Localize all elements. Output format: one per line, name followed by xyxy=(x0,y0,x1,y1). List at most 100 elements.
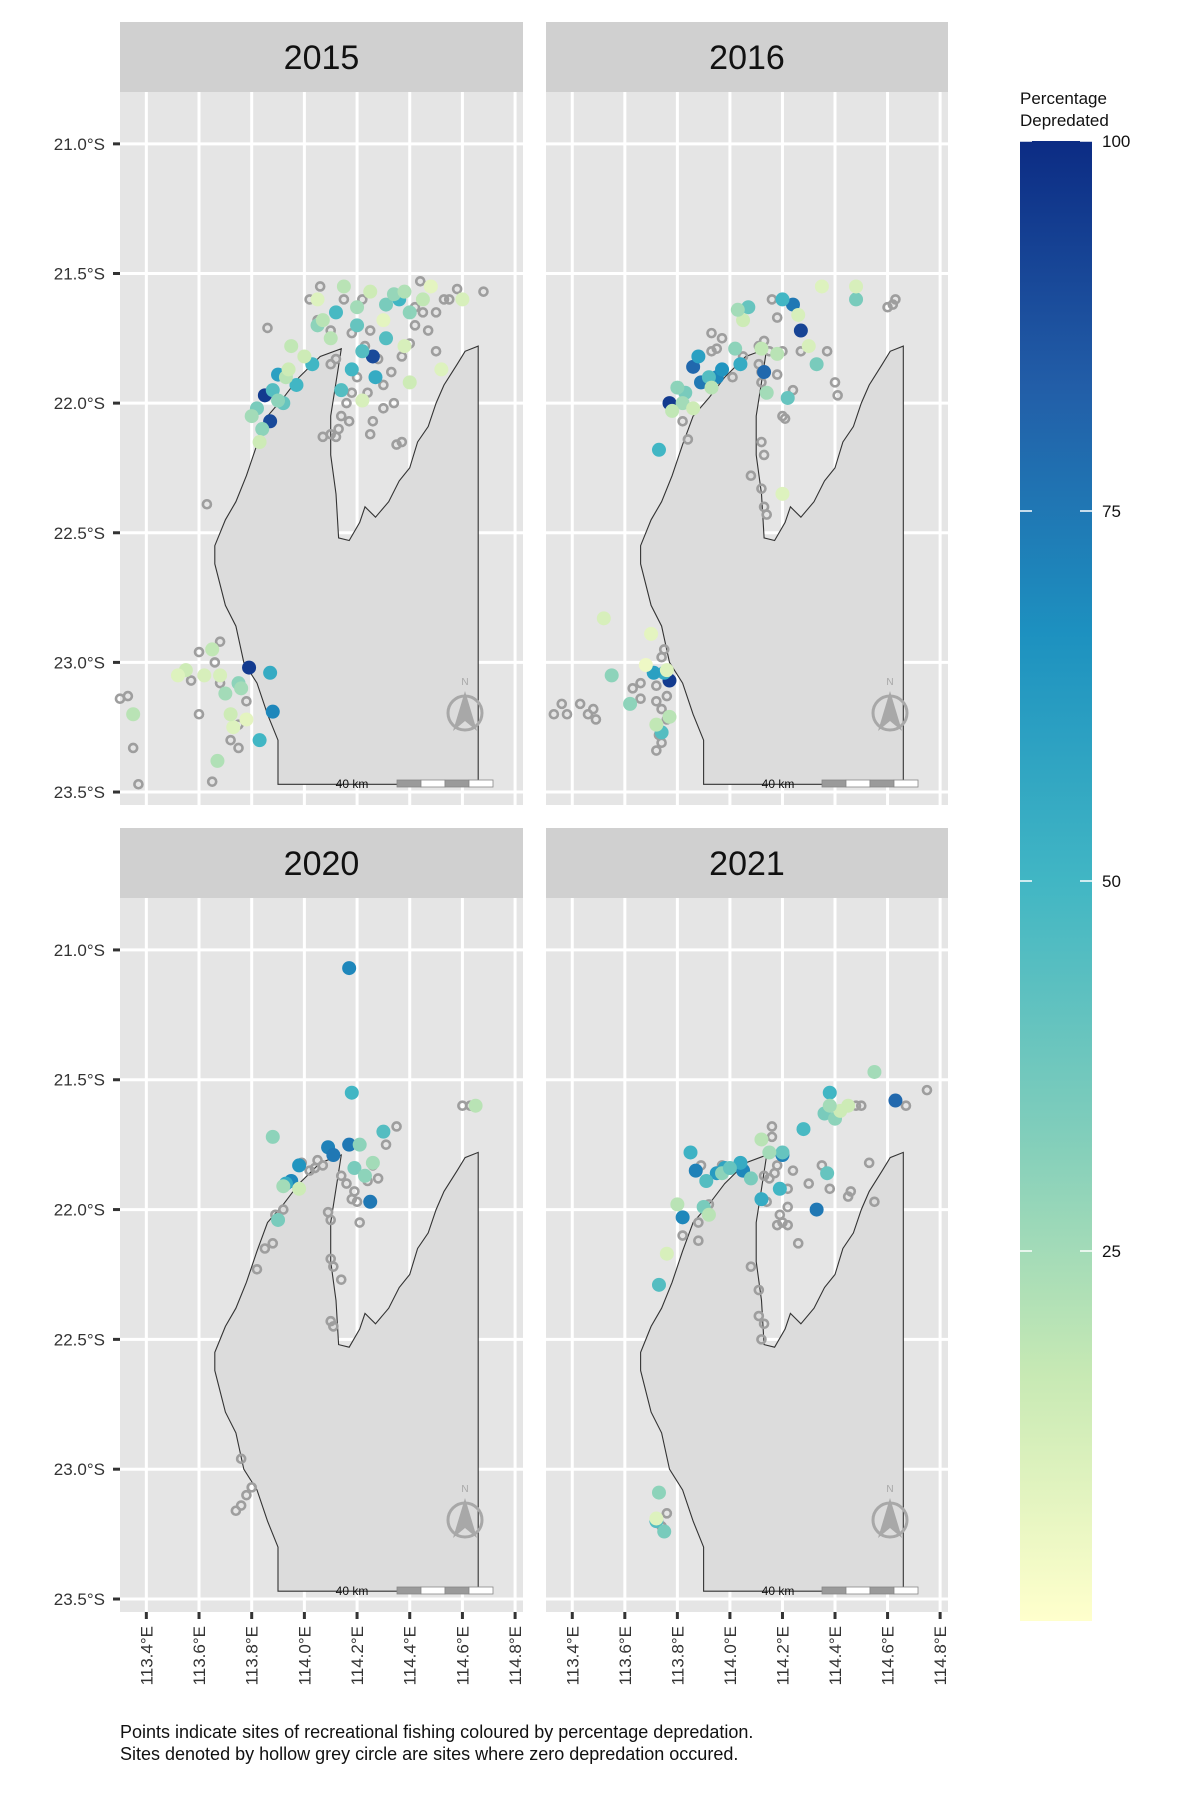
depredation-site xyxy=(310,292,325,307)
depredation-site xyxy=(402,375,417,390)
depredation-site xyxy=(397,284,412,299)
zero-depredation-site xyxy=(771,1219,783,1231)
zero-depredation-site xyxy=(779,413,791,424)
depredation-site xyxy=(849,292,864,307)
zero-depredation-site xyxy=(651,680,662,692)
zero-depredation-site xyxy=(367,415,379,427)
y-tick-label: 21.5°S xyxy=(54,264,105,283)
depredation-site xyxy=(315,313,330,328)
depredation-site xyxy=(686,401,701,416)
zero-depredation-site xyxy=(756,1334,767,1345)
depredation-site xyxy=(775,486,790,501)
zero-depredation-site xyxy=(201,498,213,510)
x-tick-label: 114.8°E xyxy=(931,1626,950,1685)
zero-depredation-site xyxy=(388,397,400,409)
scale-bar: 40 km xyxy=(336,777,494,791)
depredation-site xyxy=(772,1181,787,1196)
depredation-site xyxy=(665,403,680,418)
zero-depredation-site xyxy=(832,390,843,401)
zero-depredation-site xyxy=(677,415,688,427)
zero-depredation-site xyxy=(716,333,728,344)
depredation-site xyxy=(809,1202,824,1217)
depredation-site xyxy=(659,663,674,678)
scale-bar-label: 40 km xyxy=(336,1584,369,1598)
depredation-site xyxy=(675,1210,690,1225)
x-tick-label: 113.6°E xyxy=(190,1626,209,1685)
depredation-site xyxy=(670,380,685,395)
map-panel-2021: 2021 N 40 km xyxy=(546,828,948,1612)
depredation-site xyxy=(733,357,748,372)
depredation-site xyxy=(649,717,664,732)
zero-depredation-site xyxy=(758,1318,770,1330)
depredation-site xyxy=(849,279,864,294)
depredation-site xyxy=(644,626,659,641)
zero-depredation-site xyxy=(582,708,594,720)
depredation-site xyxy=(822,1085,837,1100)
depredation-site xyxy=(683,1145,698,1160)
y-tick-label: 23.5°S xyxy=(54,1590,105,1609)
depredation-site xyxy=(402,305,417,320)
zero-depredation-site xyxy=(193,646,205,658)
depredation-site xyxy=(210,753,225,768)
depredation-site xyxy=(741,300,756,315)
zero-depredation-site xyxy=(185,675,197,686)
zero-depredation-site xyxy=(127,742,139,754)
scale-bar: 40 km xyxy=(336,1584,494,1598)
zero-depredation-site xyxy=(661,1508,673,1519)
depredation-site xyxy=(754,341,769,356)
facet-title: 2020 xyxy=(284,845,360,883)
depredation-site xyxy=(350,318,365,333)
zero-depredation-site xyxy=(230,1505,242,1517)
zero-depredation-site xyxy=(727,371,738,383)
zero-depredation-site xyxy=(430,307,442,318)
depredation-site xyxy=(796,1122,811,1137)
x-tick-label: 113.4°E xyxy=(563,1626,582,1685)
zero-depredation-site xyxy=(259,1243,271,1254)
zero-depredation-site xyxy=(386,366,397,378)
depredation-site xyxy=(688,1163,703,1178)
north-label: N xyxy=(461,1484,468,1495)
zero-depredation-site xyxy=(756,436,767,448)
depredation-site xyxy=(423,279,438,294)
depredation-site xyxy=(701,1207,716,1222)
zero-depredation-site xyxy=(766,1121,778,1132)
depredation-site xyxy=(376,313,391,328)
depredation-site xyxy=(715,362,730,377)
depredation-site xyxy=(271,1212,286,1227)
depredation-site xyxy=(297,349,312,364)
y-tick-label: 22.0°S xyxy=(54,394,105,413)
facet-strip xyxy=(120,22,523,92)
map-panel-2015: 2015 N 40 km 21.0°S 21.5°S 22.0°S 22.5°S 23.0°S… xyxy=(54,22,523,805)
north-arrow-icon: N xyxy=(871,1484,909,1539)
depredation-site xyxy=(820,1166,835,1181)
zero-depredation-site xyxy=(335,1274,347,1285)
depredation-site xyxy=(170,668,185,683)
depredation-site xyxy=(691,349,706,364)
zero-depredation-site xyxy=(122,690,134,702)
land-mass xyxy=(640,1151,904,1592)
zero-depredation-site xyxy=(829,377,841,388)
depredation-site xyxy=(814,279,829,294)
depredation-site xyxy=(213,668,228,683)
zero-depredation-site xyxy=(745,470,757,482)
zero-depredation-site xyxy=(590,714,602,725)
land-mass xyxy=(214,345,479,785)
zero-depredation-site xyxy=(343,415,355,427)
x-tick-label: 114.8°E xyxy=(506,1626,525,1685)
depredation-site xyxy=(754,1192,769,1207)
y-tick-label: 21.5°S xyxy=(54,1071,105,1090)
zero-depredation-site xyxy=(782,1219,794,1231)
depredation-site xyxy=(223,707,238,722)
facet-title: 2021 xyxy=(709,845,785,883)
zero-depredation-site xyxy=(364,325,376,336)
depredation-site xyxy=(780,390,795,405)
depredation-site xyxy=(265,704,280,719)
depredation-site xyxy=(888,1093,903,1108)
depredation-site xyxy=(365,349,380,364)
zero-depredation-site xyxy=(656,703,667,715)
zero-depredation-site xyxy=(235,1500,247,1511)
x-tick-label: 113.8°E xyxy=(668,1626,687,1685)
zero-depredation-site xyxy=(842,1191,854,1202)
depredation-site xyxy=(328,305,343,320)
depredation-site xyxy=(234,681,249,696)
